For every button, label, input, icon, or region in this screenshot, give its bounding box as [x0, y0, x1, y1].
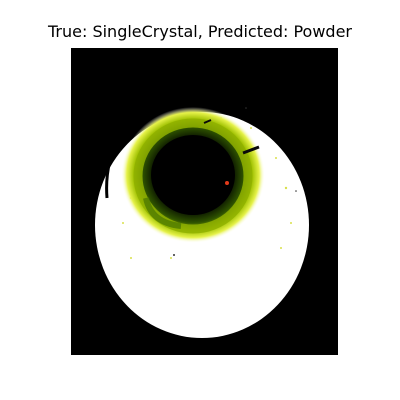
sample-image-canvas [71, 48, 338, 355]
halo-lower-left [143, 197, 182, 229]
dark-streak [242, 145, 260, 155]
dark-specks [173, 107, 297, 256]
figure-title: True: SingleCrystal, Predicted: Powder [47, 22, 352, 41]
rim-gap-left [85, 157, 112, 289]
dark-center [151, 135, 235, 215]
halo-ring [133, 118, 253, 234]
sample-image [71, 48, 338, 355]
dark-streak-top [203, 119, 212, 124]
rim-gap [105, 79, 273, 199]
red-spot [225, 181, 229, 185]
